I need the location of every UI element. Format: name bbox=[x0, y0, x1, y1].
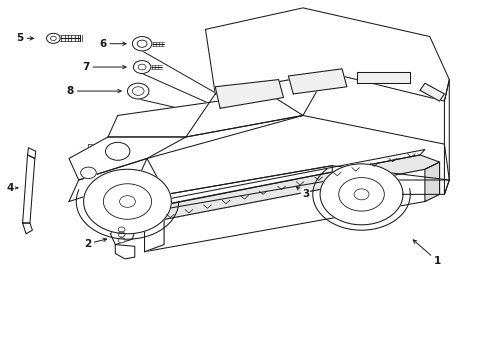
Polygon shape bbox=[163, 149, 424, 205]
Polygon shape bbox=[147, 116, 448, 194]
Polygon shape bbox=[215, 80, 283, 108]
Circle shape bbox=[103, 184, 151, 219]
Circle shape bbox=[353, 189, 368, 200]
Polygon shape bbox=[69, 137, 185, 180]
Polygon shape bbox=[22, 223, 32, 234]
Circle shape bbox=[46, 33, 60, 43]
Polygon shape bbox=[320, 164, 402, 225]
Polygon shape bbox=[27, 148, 36, 158]
Circle shape bbox=[138, 64, 146, 70]
Polygon shape bbox=[424, 162, 439, 202]
Text: 2: 2 bbox=[84, 238, 106, 249]
Text: 1: 1 bbox=[412, 240, 440, 266]
Polygon shape bbox=[166, 166, 331, 209]
Polygon shape bbox=[185, 72, 327, 137]
Circle shape bbox=[118, 232, 125, 237]
Polygon shape bbox=[288, 69, 346, 94]
Polygon shape bbox=[108, 94, 303, 137]
Polygon shape bbox=[144, 162, 439, 252]
Polygon shape bbox=[22, 155, 35, 223]
Circle shape bbox=[118, 238, 125, 243]
Text: 5: 5 bbox=[17, 33, 33, 43]
Circle shape bbox=[105, 142, 130, 160]
Polygon shape bbox=[110, 225, 135, 244]
Circle shape bbox=[133, 60, 151, 73]
Polygon shape bbox=[205, 8, 448, 101]
Polygon shape bbox=[115, 244, 135, 259]
Circle shape bbox=[132, 87, 144, 95]
Text: 4: 4 bbox=[7, 183, 18, 193]
Text: 8: 8 bbox=[67, 86, 121, 96]
Text: 3: 3 bbox=[296, 186, 308, 199]
Polygon shape bbox=[144, 220, 163, 252]
Circle shape bbox=[137, 40, 147, 47]
Circle shape bbox=[127, 83, 149, 99]
Polygon shape bbox=[161, 155, 439, 220]
Polygon shape bbox=[69, 158, 147, 202]
Text: 6: 6 bbox=[99, 39, 126, 49]
Polygon shape bbox=[356, 72, 409, 83]
Circle shape bbox=[132, 37, 152, 51]
Circle shape bbox=[120, 196, 135, 207]
Polygon shape bbox=[83, 169, 171, 234]
Circle shape bbox=[338, 177, 384, 211]
Polygon shape bbox=[419, 83, 444, 101]
Circle shape bbox=[81, 167, 96, 179]
Circle shape bbox=[118, 227, 125, 232]
Text: 7: 7 bbox=[82, 62, 126, 72]
